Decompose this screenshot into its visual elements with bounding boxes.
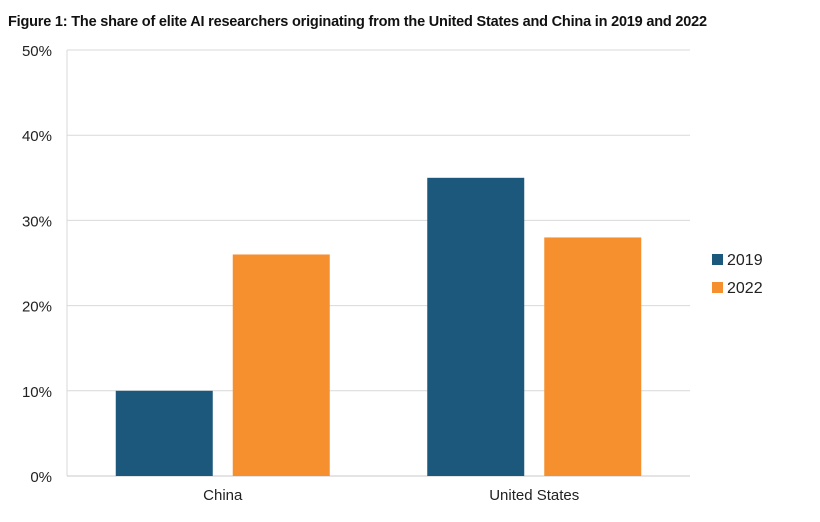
bars bbox=[115, 177, 642, 477]
legend-swatch bbox=[712, 282, 723, 293]
legend-label: 2022 bbox=[727, 280, 763, 297]
y-tick-label: 50% bbox=[22, 43, 52, 60]
x-axis-tick-labels: China United States bbox=[203, 487, 579, 504]
legend-swatch bbox=[712, 254, 723, 265]
bar-2022-united-states bbox=[544, 237, 642, 476]
y-tick-label: 20% bbox=[22, 299, 52, 316]
x-tick-label: China bbox=[203, 487, 243, 504]
bar-2022-china bbox=[232, 254, 330, 476]
bar-2019-united-states bbox=[427, 177, 525, 477]
y-tick-label: 10% bbox=[22, 384, 52, 401]
legend: 2019 2022 bbox=[712, 252, 763, 297]
y-tick-label: 40% bbox=[22, 128, 52, 145]
x-tick-label: United States bbox=[489, 487, 579, 504]
y-tick-label: 30% bbox=[22, 213, 52, 230]
y-tick-label: 0% bbox=[30, 469, 52, 486]
figure-title: Figure 1: The share of elite AI research… bbox=[8, 14, 707, 30]
bar-2019-china bbox=[115, 390, 213, 476]
legend-label: 2019 bbox=[727, 252, 763, 269]
y-axis-tick-labels: 0% 10% 20% 30% 40% 50% bbox=[22, 43, 52, 486]
